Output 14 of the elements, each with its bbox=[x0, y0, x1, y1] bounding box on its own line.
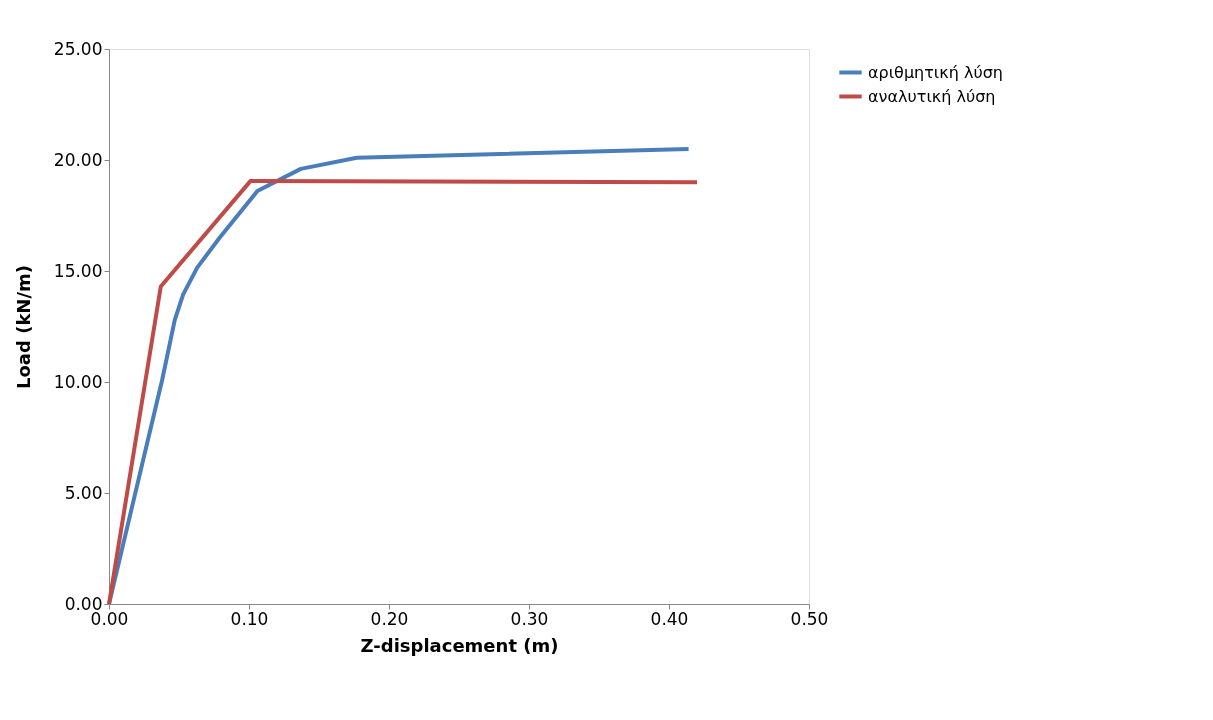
x-tick-label: 0.10 bbox=[230, 608, 269, 629]
y-tick-label: 20.00 bbox=[53, 149, 103, 170]
y-tick-label: 5.00 bbox=[64, 482, 103, 503]
x-axis-title: Z-displacement (m) bbox=[360, 634, 559, 656]
x-tick-label: 0.20 bbox=[370, 608, 409, 629]
legend-label: αριθμητική λύση bbox=[868, 62, 1003, 82]
x-tick-label: 0.30 bbox=[510, 608, 549, 629]
y-tick-label: 15.00 bbox=[53, 260, 103, 281]
y-axis-title: Load (kN/m) bbox=[12, 265, 34, 389]
y-tick-label: 10.00 bbox=[53, 371, 103, 392]
y-tick-label: 25.00 bbox=[53, 38, 103, 59]
x-tick-label: 0.40 bbox=[650, 608, 689, 629]
legend-label: αναλυτική λύση bbox=[868, 86, 996, 106]
x-tick-label: 0.50 bbox=[790, 608, 829, 629]
